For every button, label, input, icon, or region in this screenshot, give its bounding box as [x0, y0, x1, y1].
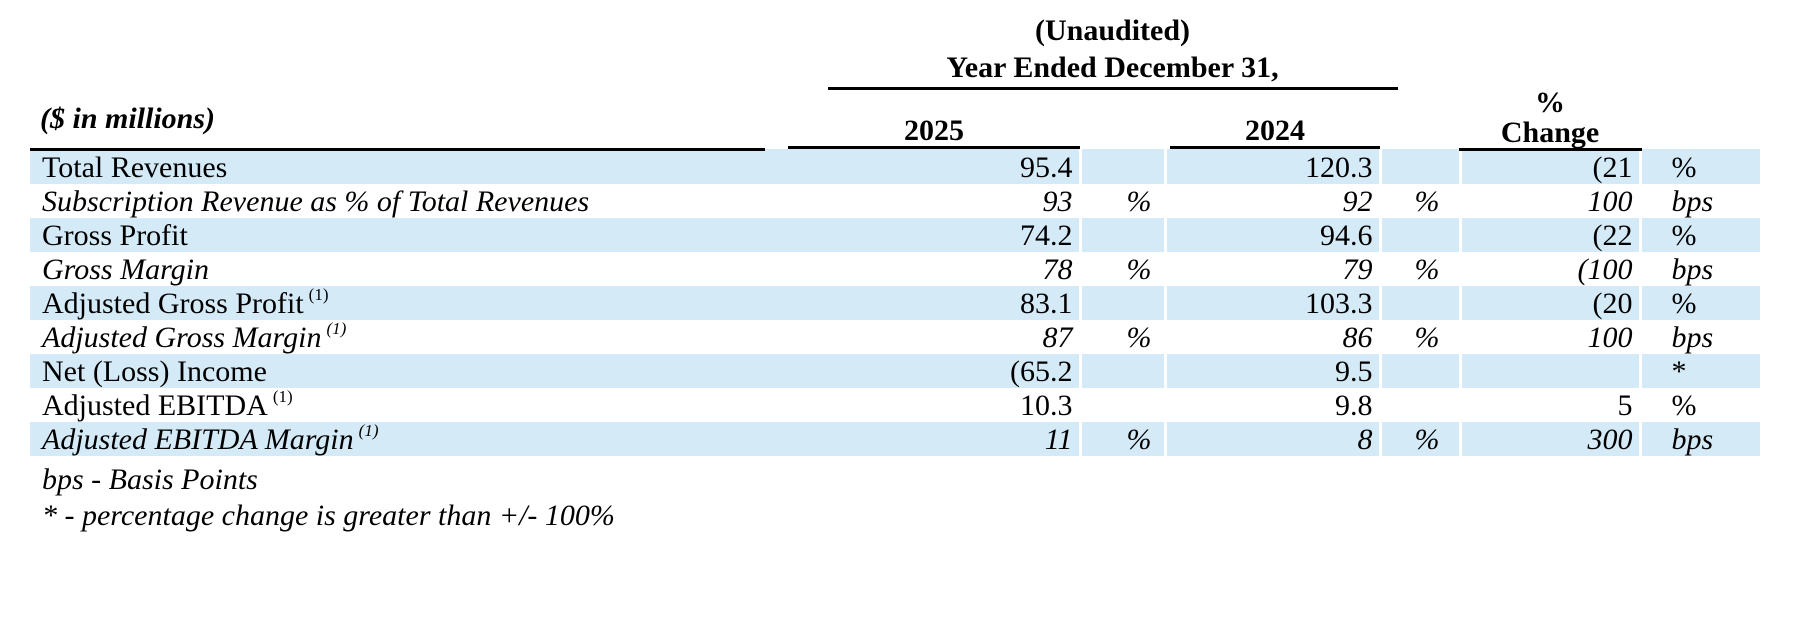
- row-label: Total Revenues: [30, 149, 765, 184]
- unaudited-label: (Unaudited): [1035, 14, 1191, 47]
- value-2025: 10.3: [1020, 388, 1073, 422]
- value-2024: 9.8: [1163, 387, 1380, 422]
- value-2025: (65.2: [765, 353, 1080, 388]
- units-label: ($ in millions): [30, 90, 765, 151]
- unit-change: %: [1638, 285, 1761, 320]
- row-label: Net (Loss) Income: [30, 353, 765, 388]
- value-2024: 94.6: [1163, 217, 1380, 252]
- unit-2025: [1078, 149, 1165, 184]
- value-2025: 95.4: [765, 149, 1080, 184]
- pct-change-header-label: Change: [1460, 116, 1641, 151]
- footnote-ref-1: (1): [358, 420, 379, 440]
- value-change: (100: [1458, 251, 1641, 286]
- row-adjusted-gross-margin: Adjusted Gross Margin (1) 87 % 86 % 100 b…: [30, 318, 1761, 354]
- row-adjusted-ebitda-margin: Adjusted EBITDA Margin (1) 11 % 8 % 300 b…: [30, 420, 1761, 456]
- value-change: (20: [1458, 285, 1641, 320]
- unit-change: bps: [1638, 421, 1761, 456]
- row-gross-margin: Gross Margin 78 % 79 % (100 bps: [30, 251, 1761, 286]
- row-label: Adjusted EBITDA Margin (1): [30, 420, 765, 456]
- row-label: Adjusted Gross Margin (1): [42, 318, 347, 354]
- period-header: Year Ended December 31,: [827, 49, 1398, 90]
- value-change: [1458, 353, 1641, 388]
- value-2025: 87: [1042, 320, 1073, 354]
- value-change: (21: [1458, 149, 1641, 184]
- row-label: Adjusted Gross Profit (1): [30, 284, 765, 320]
- unit-2024: %: [1378, 251, 1461, 286]
- unit-2025: %: [1078, 421, 1165, 456]
- unit-change: bps: [1638, 251, 1761, 286]
- value-2025: 93: [1042, 184, 1073, 218]
- row-label: Gross Margin: [42, 252, 209, 286]
- unit-change: bps: [1638, 319, 1761, 354]
- value-2024: 9.5: [1163, 353, 1380, 388]
- unit-2025: [1078, 217, 1165, 252]
- row-net-loss-income: Net (Loss) Income (65.2 9.5 *: [30, 353, 1761, 388]
- footnote-ref-1: (1): [272, 386, 293, 406]
- value-2024: 8: [1163, 421, 1380, 456]
- unit-2025: %: [1078, 183, 1165, 218]
- unit-change: %: [1638, 217, 1761, 252]
- value-change: 300: [1458, 421, 1641, 456]
- value-change: 100: [1458, 319, 1641, 354]
- unit-2024: [1378, 149, 1461, 184]
- row-label: Adjusted EBITDA (1): [42, 386, 293, 422]
- value-2024: 86: [1163, 319, 1380, 354]
- unit-2024: %: [1378, 183, 1461, 218]
- value-2025: 83.1: [765, 285, 1080, 320]
- year-2025-header: 2025: [788, 116, 1080, 149]
- value-2025: 74.2: [765, 217, 1080, 252]
- unit-change: %: [1638, 387, 1761, 422]
- row-gross-profit: Gross Profit 74.2 94.6 (22 %: [30, 217, 1761, 252]
- unit-change: *: [1638, 353, 1761, 388]
- unit-2024: %: [1378, 319, 1461, 354]
- row-label: Gross Profit: [30, 217, 765, 252]
- row-subscription-revenue-pct: Subscription Revenue as % of Total Reven…: [30, 183, 1761, 218]
- unit-2024: [1378, 353, 1461, 388]
- value-2024: 92: [1163, 183, 1380, 218]
- unit-2025: [1078, 285, 1165, 320]
- value-2024: 120.3: [1163, 149, 1380, 184]
- unit-change: bps: [1638, 183, 1761, 218]
- unit-2024: [1378, 387, 1461, 422]
- footnote-asterisk: * - percentage change is greater than +/…: [42, 498, 615, 532]
- value-2024: 103.3: [1163, 285, 1380, 320]
- unit-2025: %: [1078, 319, 1165, 354]
- unit-2025: [1078, 387, 1165, 422]
- row-adjusted-ebitda: Adjusted EBITDA (1) 10.3 9.8 5 %: [30, 386, 1761, 422]
- year-2024-header: 2024: [1170, 116, 1380, 149]
- financial-summary-table: (Unaudited) Year Ended December 31, ($ i…: [30, 12, 1761, 456]
- value-change: 100: [1458, 183, 1641, 218]
- unit-change: %: [1638, 149, 1761, 184]
- row-total-revenues: Total Revenues 95.4 120.3 (21 %: [30, 149, 1761, 184]
- value-2025: 78: [1042, 252, 1073, 286]
- unit-2025: [1078, 353, 1165, 388]
- unit-2024: [1378, 217, 1461, 252]
- unit-2025: %: [1078, 251, 1165, 286]
- document-page: (Unaudited) Year Ended December 31, ($ i…: [30, 12, 1808, 534]
- value-2025: 11: [765, 421, 1080, 456]
- value-change: (22: [1458, 217, 1641, 252]
- value-change: 5: [1458, 387, 1641, 422]
- footnote-bps: bps - Basis Points: [42, 462, 258, 496]
- footnote-ref-1: (1): [308, 284, 329, 304]
- pct-change-header-symbol: %: [1535, 86, 1566, 119]
- row-adjusted-gross-profit: Adjusted Gross Profit (1) 83.1 103.3 (20 …: [30, 284, 1761, 320]
- footnote-ref-1: (1): [326, 318, 347, 338]
- unit-2024: %: [1378, 421, 1461, 456]
- unit-2024: [1378, 285, 1461, 320]
- value-2024: 79: [1163, 251, 1380, 286]
- row-label: Subscription Revenue as % of Total Reven…: [42, 184, 590, 218]
- footnotes: bps - Basis Points * - percentage change…: [42, 462, 1808, 534]
